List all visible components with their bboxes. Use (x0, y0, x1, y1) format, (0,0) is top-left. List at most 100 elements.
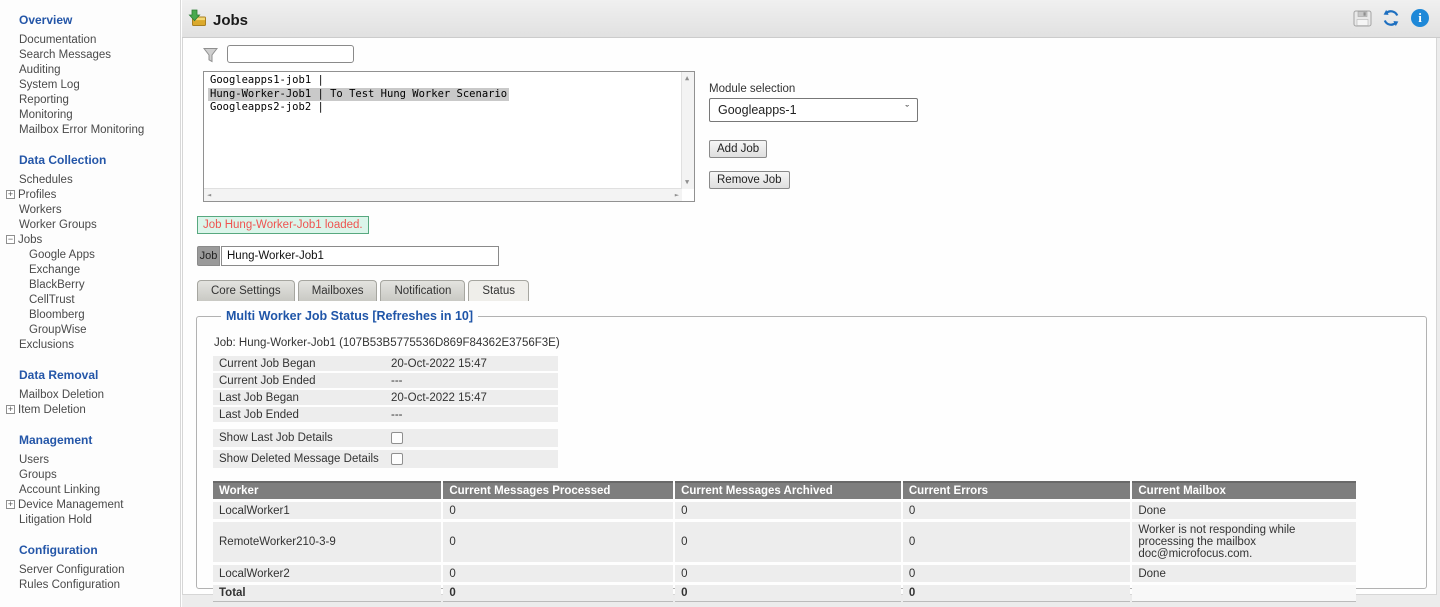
column-header: Current Mailbox (1132, 481, 1356, 499)
section-title-data-removal: Data Removal (19, 368, 99, 382)
checkbox-label: Show Last Job Details (213, 429, 385, 447)
info-icon[interactable]: i (1410, 8, 1430, 28)
checkbox-label: Show Deleted Message Details (213, 450, 385, 468)
detail-value: 20-Oct-2022 15:47 (385, 356, 558, 371)
sidebar-item-reporting[interactable]: Reporting (19, 94, 69, 106)
section-title-data-collection: Data Collection (19, 153, 107, 167)
sidebar-item-label: Item Deletion (18, 404, 86, 416)
tab-core-settings[interactable]: Core Settings (197, 280, 295, 301)
detail-value: --- (385, 407, 558, 422)
sidebar-section-data-collection: Data Collection Schedules + Profiles Work… (6, 153, 180, 353)
sidebar-item-device-management[interactable]: + Device Management (6, 498, 180, 513)
sidebar-item-auditing[interactable]: Auditing (19, 64, 61, 76)
sidebar-item-blackberry[interactable]: BlackBerry (29, 279, 85, 291)
table-row: LocalWorker1 0 0 0 Done (213, 502, 1356, 519)
messages-archived: 0 (675, 522, 901, 562)
refresh-icon[interactable] (1381, 8, 1401, 28)
sidebar-item-label: Jobs (18, 234, 43, 246)
table-row: RemoteWorker210-3-9 0 0 0 Worker is not … (213, 522, 1356, 562)
scroll-up-icon[interactable]: ▲ (685, 74, 690, 82)
job-options-table: Show Last Job Details Show Deleted Messa… (213, 426, 558, 471)
sidebar-item-server-configuration[interactable]: Server Configuration (19, 564, 125, 576)
sidebar-item-documentation[interactable]: Documentation (19, 34, 97, 46)
total-label: Total (213, 585, 442, 602)
save-icon[interactable] (1352, 8, 1372, 28)
job-name-input[interactable] (221, 246, 499, 266)
current-mailbox: Done (1132, 565, 1356, 582)
sidebar-item-item-deletion[interactable]: + Item Deletion (6, 403, 180, 418)
tab-bar: Core Settings Mailboxes Notification Sta… (197, 280, 529, 301)
sidebar-item-litigation-hold[interactable]: Litigation Hold (19, 514, 92, 526)
job-list-item[interactable]: Googleapps2-job2 | (210, 101, 324, 113)
sidebar-item-profiles[interactable]: + Profiles (6, 188, 180, 203)
checkbox-cell (385, 450, 558, 468)
tab-mailboxes[interactable]: Mailboxes (297, 280, 378, 301)
sidebar-item-search-messages[interactable]: Search Messages (19, 49, 112, 61)
current-errors-total: 0 (902, 585, 1131, 602)
sidebar-item-exchange[interactable]: Exchange (29, 264, 81, 276)
worker-name: LocalWorker2 (213, 565, 442, 582)
messages-archived: 0 (675, 565, 901, 582)
messages-processed: 0 (443, 502, 674, 519)
job-list-item-selected[interactable]: Hung-Worker-Job1 | To Test Hung Worker S… (208, 87, 510, 101)
sidebar-item-account-linking[interactable]: Account Linking (19, 484, 101, 496)
sidebar-item-monitoring[interactable]: Monitoring (19, 109, 73, 121)
job-details-table: Current Job Began 20-Oct-2022 15:47 Curr… (213, 354, 558, 424)
sidebar-item-exclusions[interactable]: Exclusions (19, 339, 74, 351)
expand-plus-icon[interactable]: + (6, 189, 15, 199)
worker-name: RemoteWorker210-3-9 (213, 522, 442, 562)
sidebar-item-mailbox-error-monitoring[interactable]: Mailbox Error Monitoring (19, 124, 145, 136)
show-deleted-message-details-checkbox[interactable] (391, 452, 403, 465)
scroll-left-icon[interactable]: ◄ (207, 191, 212, 199)
current-errors: 0 (902, 565, 1131, 582)
jobs-icon (188, 8, 208, 33)
scroll-down-icon[interactable]: ▼ (685, 178, 690, 186)
table-total-row: Total 0 0 0 (213, 585, 1356, 602)
sidebar-item-celltrust[interactable]: CellTrust (29, 294, 75, 306)
scroll-right-icon[interactable]: ► (674, 191, 679, 199)
sidebar-item-worker-groups[interactable]: Worker Groups (19, 219, 97, 231)
section-title-management: Management (19, 433, 93, 447)
table-row: Show Last Job Details (213, 429, 558, 447)
main-area: Jobs (182, 0, 1440, 607)
detail-label: Current Job Ended (213, 373, 385, 388)
sidebar-item-workers[interactable]: Workers (19, 204, 62, 216)
horizontal-scrollbar[interactable]: ◄ ► (204, 188, 682, 201)
tab-status[interactable]: Status (468, 280, 529, 301)
sidebar-item-mailbox-deletion[interactable]: Mailbox Deletion (19, 389, 105, 401)
sidebar-item-label: Profiles (18, 189, 57, 201)
show-last-job-details-checkbox[interactable] (391, 431, 403, 444)
expand-plus-icon[interactable]: + (6, 404, 15, 414)
sidebar-item-system-log[interactable]: System Log (19, 79, 80, 91)
page-title: Jobs (213, 12, 249, 29)
section-title-configuration: Configuration (19, 543, 98, 557)
checkbox-cell (385, 429, 558, 447)
collapse-minus-icon[interactable]: − (6, 234, 15, 244)
column-header: Current Messages Archived (675, 481, 901, 499)
sidebar-item-schedules[interactable]: Schedules (19, 174, 73, 186)
worker-status-table: Worker Current Messages Processed Curren… (211, 478, 1358, 605)
sidebar-item-google-apps[interactable]: Google Apps (29, 249, 95, 261)
sidebar-item-rules-configuration[interactable]: Rules Configuration (19, 579, 121, 591)
job-listbox[interactable]: Googleapps1-job1 | Hung-Worker-Job1 | To… (203, 71, 695, 202)
remove-job-button[interactable]: Remove Job (709, 171, 790, 189)
sidebar-item-users[interactable]: Users (19, 454, 50, 466)
expand-plus-icon[interactable]: + (6, 499, 15, 509)
module-select[interactable]: Googleapps-1 ˇ (709, 98, 918, 122)
table-header-row: Worker Current Messages Processed Curren… (213, 481, 1356, 499)
add-job-button[interactable]: Add Job (709, 140, 768, 158)
funnel-icon (202, 47, 219, 69)
sidebar-item-groups[interactable]: Groups (19, 469, 57, 481)
job-list-item[interactable]: Googleapps1-job1 | (210, 74, 324, 86)
sidebar-item-bloomberg[interactable]: Bloomberg (29, 309, 85, 321)
sidebar-item-groupwise[interactable]: GroupWise (29, 324, 87, 336)
messages-processed: 0 (443, 565, 674, 582)
sidebar-item-jobs[interactable]: − Jobs (6, 233, 180, 248)
vertical-scrollbar[interactable]: ▲ ▼ (681, 72, 694, 189)
job-filter-input[interactable] (227, 45, 354, 63)
table-row: Current Job Began 20-Oct-2022 15:47 (213, 356, 558, 371)
module-selection-label: Module selection (709, 83, 796, 95)
sidebar-section-overview: Overview Documentation Search Messages A… (19, 13, 180, 138)
current-mailbox-total (1132, 585, 1356, 602)
tab-notification[interactable]: Notification (380, 280, 466, 301)
